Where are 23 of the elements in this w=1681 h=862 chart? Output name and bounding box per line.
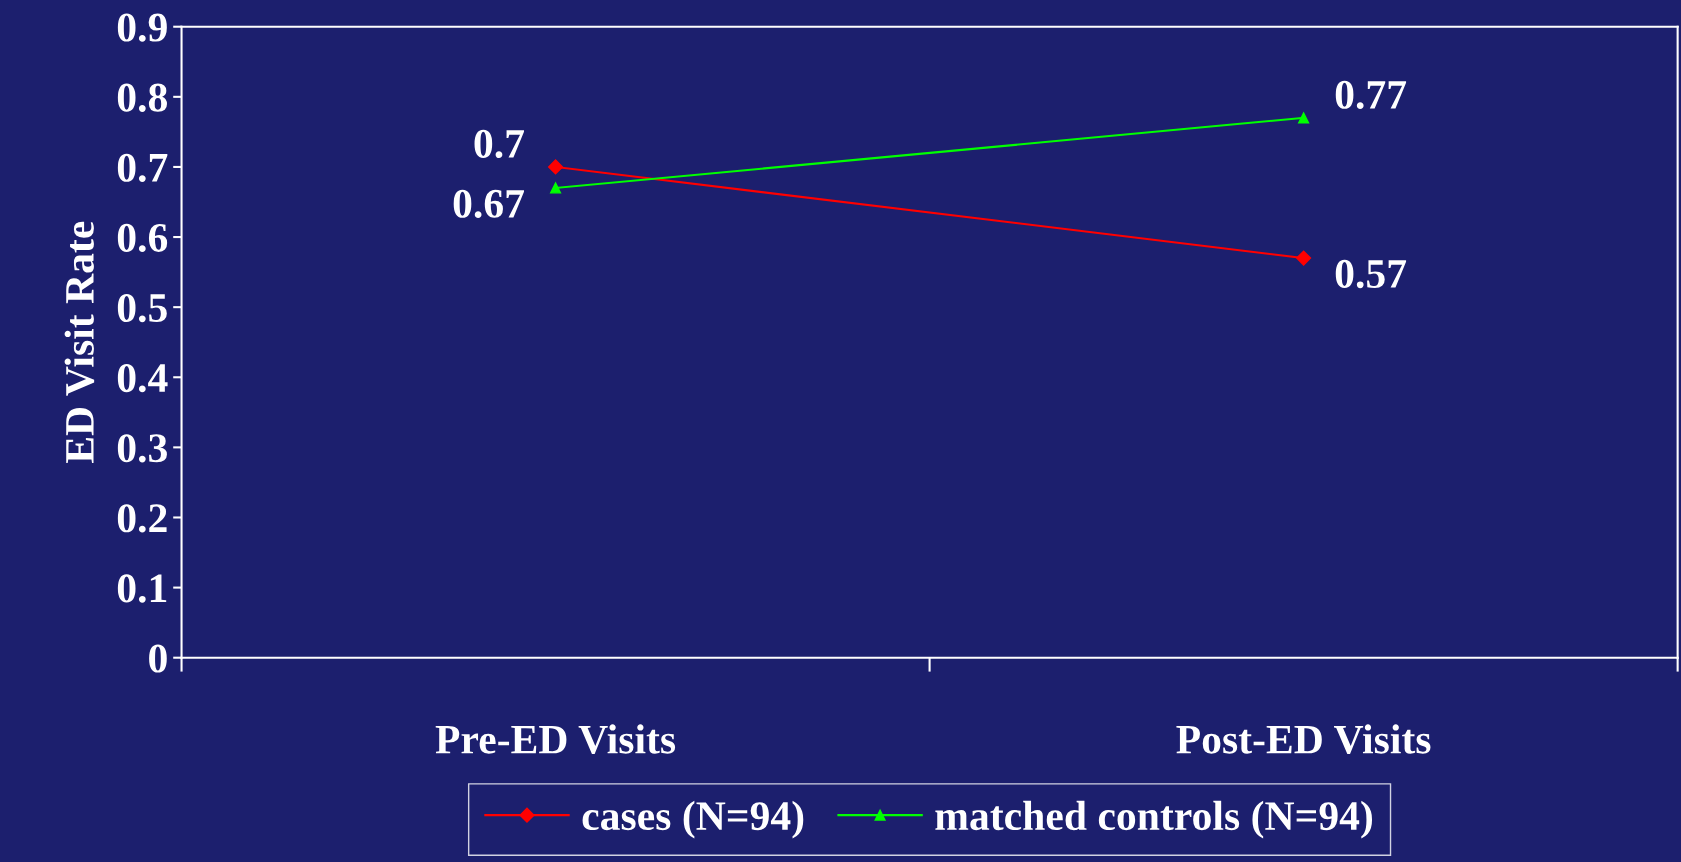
y-tick-label: 0.8 [117, 83, 167, 112]
point [1296, 250, 1312, 266]
x-tick-label: Pre-ED Visits [435, 724, 676, 754]
data-label: 0.57 [1335, 259, 1407, 289]
y-tick-label: 0.4 [117, 364, 168, 393]
y-tick-label: 0 [149, 644, 167, 673]
y-tick-label: 0.2 [117, 504, 167, 533]
x-tick-label: Post-ED Visits [1176, 724, 1431, 754]
y-tick-label: 0.9 [117, 13, 167, 42]
y-tick-label: 0.6 [117, 223, 168, 253]
y-tick-label: 0.5 [117, 293, 167, 323]
y-axis-title: ED Visit Rate [64, 221, 95, 464]
y-tick-label: 0.3 [117, 434, 167, 463]
y-tick-label: 0.1 [117, 574, 167, 603]
data-label: 0.7 [474, 129, 524, 159]
point [550, 182, 562, 194]
point [548, 159, 564, 175]
point [1298, 112, 1310, 124]
data-label: 0.67 [453, 189, 524, 219]
legend-label: cases (N=94) [582, 800, 804, 839]
legend-label: matched controls (N=94) [935, 800, 1373, 839]
y-tick-label: 0.7 [117, 153, 168, 182]
data-label: 0.77 [1335, 80, 1407, 110]
